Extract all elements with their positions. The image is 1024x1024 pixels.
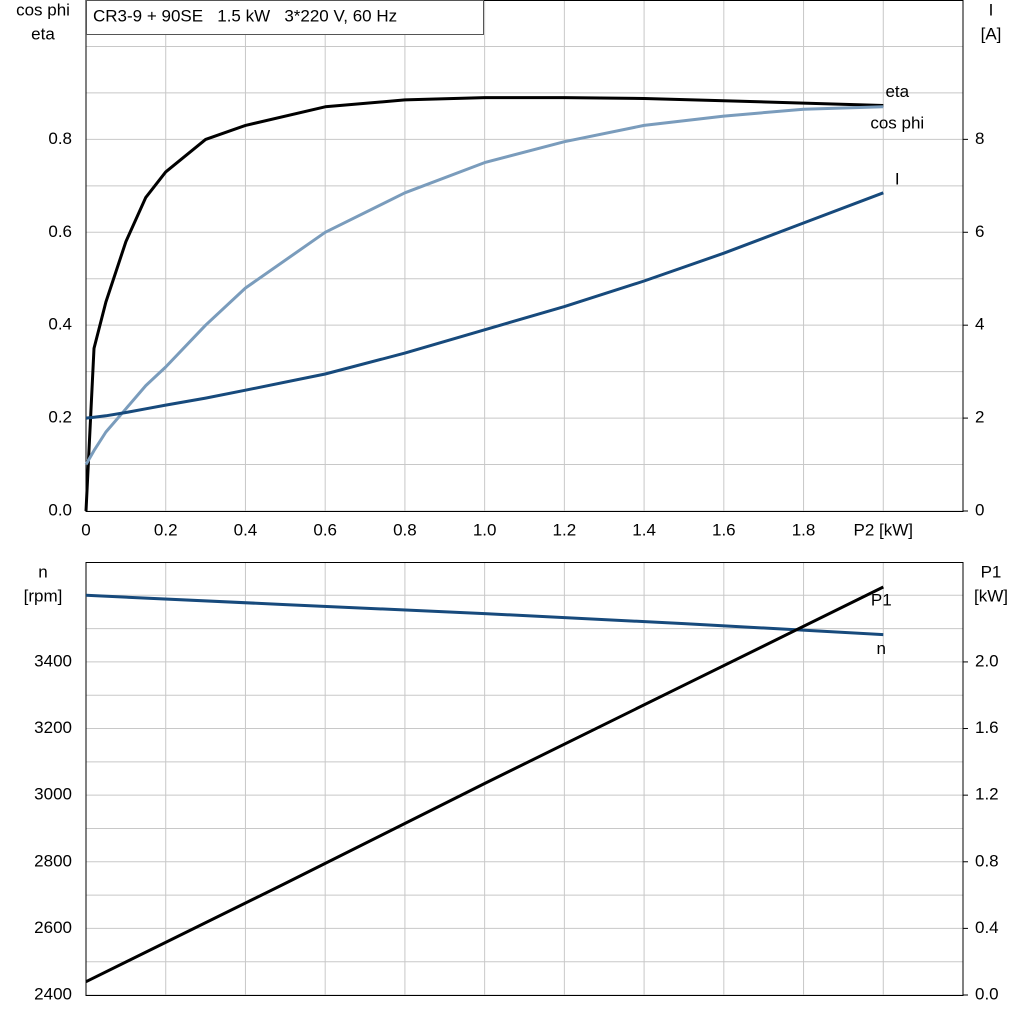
y2-axis-label: P1: [981, 562, 1002, 581]
y-axis-label: eta: [31, 24, 55, 43]
plot-background: [86, 562, 963, 995]
x-tick-label: 1.4: [632, 520, 656, 539]
y-axis-label: [rpm]: [24, 586, 63, 605]
series-line: [84, 105, 884, 466]
y2-tick-label: 4: [975, 315, 984, 334]
y-tick-label: 0.4: [48, 315, 72, 334]
y2-tick-label: 0.4: [975, 918, 999, 937]
y2-tick-label: 0.0: [975, 984, 999, 1003]
y-tick-label: 0.0: [48, 500, 72, 519]
y2-tick-label: 2: [975, 408, 984, 427]
y2-tick-label: 2.0: [975, 651, 999, 670]
y2-axis-label: [A]: [981, 24, 1002, 43]
y2-axis-label: [kW]: [974, 586, 1008, 605]
x-tick-label: 0.4: [234, 520, 258, 539]
series-label: n: [877, 639, 886, 658]
series-label: I: [895, 169, 900, 188]
plot-frame: [85, 0, 964, 512]
y-tick-label: 0.6: [48, 222, 72, 241]
series-line: [85, 593, 884, 637]
y-tick-label: 3000: [34, 785, 72, 804]
y-tick-label: 0.2: [48, 408, 72, 427]
y2-axis-label: I: [989, 0, 994, 19]
x-tick-label: 0: [81, 520, 90, 539]
x-tick-label: 1.6: [712, 520, 736, 539]
x-tick-label: 0.8: [393, 520, 417, 539]
x-tick-label: 0.2: [154, 520, 178, 539]
title-box: [86, 0, 484, 35]
x-tick-label: 1.0: [473, 520, 497, 539]
y-axis-label: n: [38, 562, 47, 581]
y-tick-label: 0.8: [48, 129, 72, 148]
plot-frame: [85, 562, 964, 996]
y2-tick-label: 0.8: [975, 851, 999, 870]
x-tick-label: P2 [kW]: [854, 520, 914, 539]
y-tick-label: 2400: [34, 984, 72, 1003]
series-label: P1: [871, 590, 892, 609]
y-tick-label: 2800: [34, 851, 72, 870]
y-tick-label: 3400: [34, 651, 72, 670]
y2-tick-label: 1.6: [975, 718, 999, 737]
y-axis-label: cos phi: [16, 0, 70, 19]
x-tick-label: 0.6: [313, 520, 337, 539]
series-label: cos phi: [870, 113, 924, 132]
series-line: [84, 96, 884, 512]
series-line: [85, 585, 884, 984]
y2-tick-label: 1.2: [975, 785, 999, 804]
chart-title: CR3-9 + 90SE 1.5 kW 3*220 V, 60 Hz: [93, 6, 397, 25]
x-tick-label: 1.8: [792, 520, 816, 539]
series-label: eta: [885, 82, 909, 101]
y2-tick-label: 8: [975, 129, 984, 148]
y2-tick-label: 0: [975, 500, 984, 519]
y-tick-label: 3200: [34, 718, 72, 737]
y2-tick-label: 6: [975, 222, 984, 241]
series-line: [85, 191, 884, 420]
x-tick-label: 1.2: [553, 520, 577, 539]
plot-background: [86, 0, 963, 511]
y-tick-label: 2600: [34, 918, 72, 937]
